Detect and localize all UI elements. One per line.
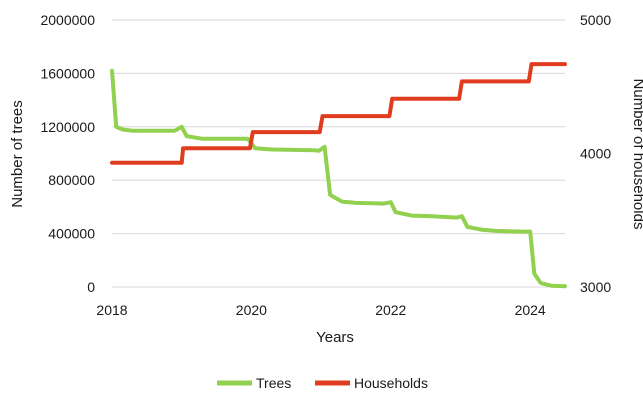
y-right-tick-label: 4000	[580, 146, 611, 162]
legend-label-trees: Trees	[256, 375, 291, 391]
gridlines	[112, 19, 565, 288]
y-left-tick-label: 0	[87, 279, 95, 295]
legend: Trees Households	[217, 375, 428, 391]
series-line-trees	[110, 68, 567, 289]
y-left-tick-label: 800000	[48, 172, 95, 188]
x-tick-label: 2024	[515, 302, 546, 318]
y-left-tick-label: 2000000	[40, 12, 95, 28]
plot-area	[110, 62, 567, 289]
y-right-tick-label: 3000	[580, 279, 611, 295]
y-left-tick-label: 1600000	[40, 65, 95, 81]
y-left-tick-label: 400000	[48, 226, 95, 242]
y-right-tick-label: 5000	[580, 12, 611, 28]
legend-label-households: Households	[354, 375, 428, 391]
x-tick-label: 2020	[236, 302, 267, 318]
y-axis-left-title: Number of trees	[9, 100, 26, 208]
x-tick-label: 2018	[96, 302, 127, 318]
axis-ticks: 0 400000 800000 1200000 1600000 2000000 3000 40…	[40, 12, 611, 318]
y-left-tick-label: 1200000	[40, 119, 95, 135]
y-axis-right-title: Number of households	[630, 79, 643, 230]
x-axis-title: Years	[316, 329, 354, 346]
x-tick-label: 2022	[375, 302, 406, 318]
series-line-households	[110, 62, 567, 165]
